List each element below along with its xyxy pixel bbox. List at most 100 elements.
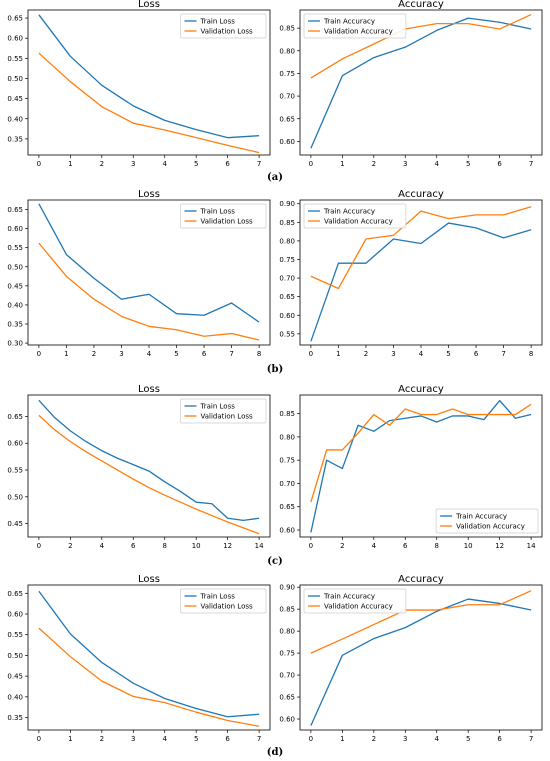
series-line-validation (310, 590, 532, 654)
legend-entry: Validation Accuracy (324, 603, 393, 611)
legend: Train Loss Validation Loss (180, 398, 267, 424)
x-tick-label: 5 (174, 350, 178, 358)
y-tick-label: 0.50 (7, 493, 23, 501)
legend-entry: Train Accuracy (455, 513, 507, 521)
x-tick-label: 7 (529, 735, 533, 743)
chart-5: Accuracy 0 2 4 6 8 10 12 14 0.60 0.65 0.70 0.75 0.80 0… (279, 384, 543, 550)
legend: Train Accuracy Validation Accuracy (303, 588, 407, 614)
y-tick-label: 0.85 (279, 219, 295, 227)
y-tick-label: 0.85 (279, 25, 295, 33)
x-tick-label: 3 (119, 350, 123, 358)
legend-entry: Train Loss (200, 18, 236, 26)
y-tick-label: 0.65 (279, 503, 295, 511)
y-tick-label: 0.35 (7, 321, 23, 329)
y-tick-label: 0.50 (7, 652, 23, 660)
legend-box (303, 203, 407, 229)
x-tick-label: 0 (309, 735, 313, 743)
chart-title: Loss (138, 384, 160, 395)
y-tick-label: 0.70 (279, 93, 295, 101)
series-line-train (38, 14, 260, 139)
chart-4: Loss 0 2 4 6 8 10 12 14 0.45 0.50 0.55 0.60 0.65 Train… (7, 384, 271, 550)
x-tick-label: 2 (372, 160, 376, 168)
legend-entry: Validation Loss (201, 218, 253, 226)
series-line-train (38, 203, 260, 323)
y-tick-label: 0.40 (7, 301, 23, 309)
x-tick-label: 14 (527, 542, 536, 550)
x-tick-label: 6 (403, 542, 408, 550)
y-tick-label: 0.65 (7, 590, 23, 598)
chart-title: Accuracy (398, 0, 444, 10)
y-tick-label: 0.60 (279, 527, 295, 535)
y-tick-label: 0.80 (279, 47, 295, 55)
x-tick-label: 5 (194, 160, 198, 168)
chart-title: Accuracy (398, 384, 444, 395)
y-tick-label: 0.35 (7, 714, 23, 722)
series-line-train (310, 598, 532, 726)
x-tick-label: 4 (162, 160, 167, 168)
y-tick-label: 0.85 (279, 410, 295, 418)
y-tick-label: 0.75 (279, 256, 295, 264)
legend-entry: Train Loss (200, 403, 236, 411)
y-tick-label: 0.45 (7, 282, 23, 290)
chart-2: Loss 0 1 2 3 4 5 6 7 8 0.30 0.35 0.40 0.45 0.50 0.55 0.6… (7, 189, 271, 358)
x-tick-label: 6 (202, 350, 207, 358)
y-tick-label: 0.65 (7, 413, 23, 421)
x-tick-label: 5 (466, 160, 470, 168)
y-tick-label: 0.60 (7, 440, 23, 448)
x-tick-label: 7 (501, 350, 505, 358)
x-tick-label: 7 (257, 735, 261, 743)
x-tick-label: 3 (391, 350, 395, 358)
y-tick-label: 0.50 (7, 75, 23, 83)
series-line-validation (38, 242, 260, 341)
x-tick-label: 5 (446, 350, 450, 358)
x-tick-label: 8 (162, 542, 166, 550)
y-tick-label: 0.65 (7, 206, 23, 214)
y-tick-label: 0.65 (279, 694, 295, 702)
series-line-validation (38, 627, 260, 727)
x-tick-label: 14 (255, 542, 264, 550)
plot-frame (27, 584, 271, 731)
legend-box (303, 588, 407, 614)
legend: Train Loss Validation Loss (180, 588, 267, 614)
legend-entry: Validation Accuracy (324, 28, 393, 36)
y-tick-label: 0.60 (7, 35, 23, 43)
x-tick-label: 1 (68, 160, 72, 168)
x-tick-label: 2 (92, 350, 96, 358)
chart-title: Loss (138, 574, 160, 585)
legend-box (180, 398, 267, 424)
series-line-validation (310, 13, 532, 79)
x-tick-label: 1 (64, 350, 68, 358)
x-tick-label: 8 (529, 350, 533, 358)
y-tick-label: 0.60 (7, 225, 23, 233)
plot-frame (299, 584, 543, 731)
x-tick-label: 8 (257, 350, 261, 358)
y-tick-label: 0.70 (279, 275, 295, 283)
legend-entry: Validation Loss (201, 28, 253, 36)
plot-frame (27, 9, 271, 156)
legend-box (180, 588, 267, 614)
legend-entry: Train Accuracy (323, 593, 375, 601)
series-line-validation (38, 52, 260, 154)
x-tick-label: 6 (131, 542, 136, 550)
legend: Train Accuracy Validation Accuracy (435, 508, 539, 534)
series-line-train (310, 222, 532, 342)
y-tick-label: 0.55 (7, 631, 23, 639)
x-tick-label: 4 (434, 735, 439, 743)
series-line-train (38, 590, 260, 718)
x-tick-label: 7 (257, 160, 261, 168)
y-tick-label: 0.55 (7, 244, 23, 252)
x-tick-label: 4 (372, 542, 377, 550)
y-tick-label: 0.60 (279, 716, 295, 724)
legend: Train Accuracy Validation Accuracy (303, 203, 407, 229)
y-tick-label: 0.45 (7, 673, 23, 681)
plot-frame (299, 9, 543, 156)
chart-title: Loss (138, 0, 160, 10)
y-tick-label: 0.90 (279, 584, 295, 592)
y-tick-label: 0.30 (7, 340, 23, 348)
panel-label-a: (a) (267, 172, 283, 183)
x-tick-label: 3 (403, 735, 407, 743)
series-line-validation (310, 403, 532, 503)
y-tick-label: 0.65 (279, 293, 295, 301)
x-tick-label: 7 (529, 160, 533, 168)
x-tick-label: 3 (131, 160, 135, 168)
